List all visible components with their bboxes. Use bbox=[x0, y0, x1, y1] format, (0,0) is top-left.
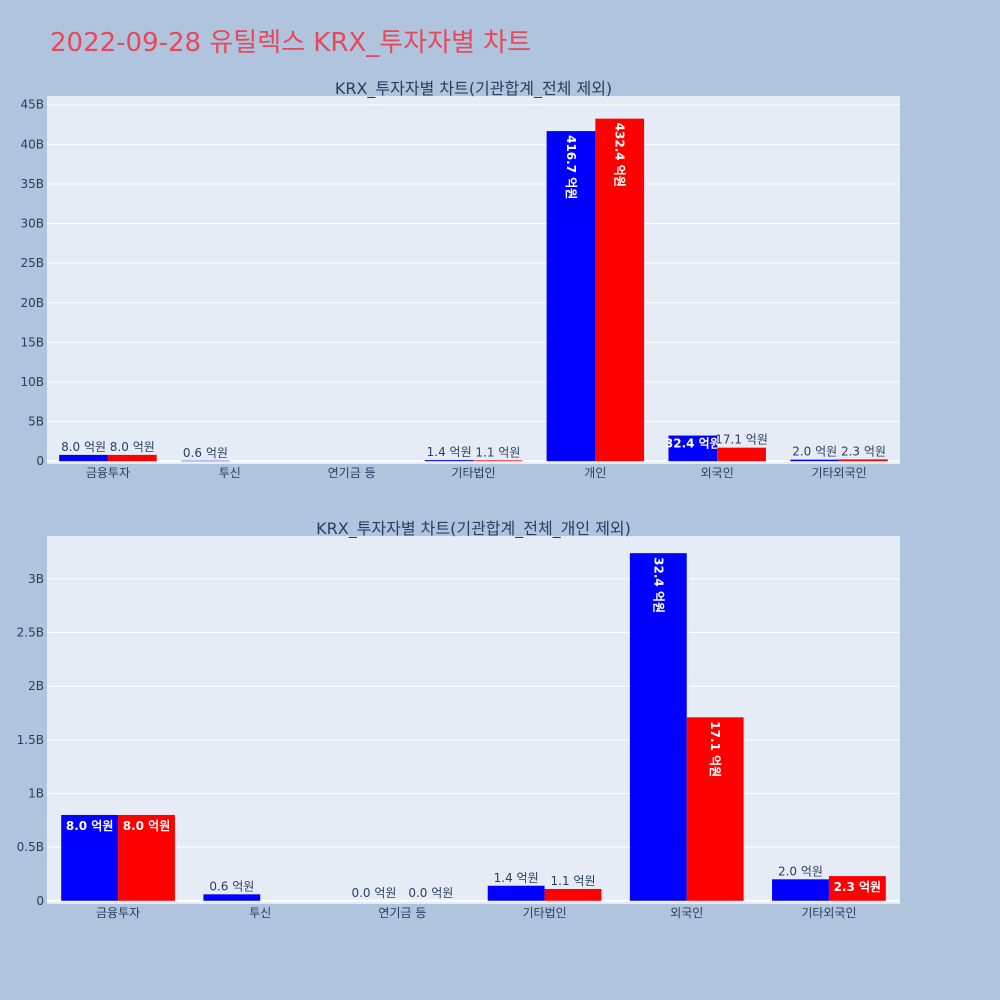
data-label: 2.3 억원 bbox=[834, 880, 882, 894]
y-tick-label: 0 bbox=[36, 454, 44, 468]
data-label: 1.1 억원 bbox=[475, 445, 520, 459]
data-label: 2.0 억원 bbox=[778, 864, 823, 878]
y-tick-label: 2.5B bbox=[17, 626, 44, 640]
bar bbox=[59, 454, 108, 462]
bar bbox=[790, 459, 840, 462]
y-tick-label: 20B bbox=[20, 296, 44, 310]
y-tick-label: 40B bbox=[20, 137, 44, 151]
x-tick-label: 기타법인 bbox=[451, 466, 495, 480]
y-tick-label: 30B bbox=[20, 217, 44, 231]
data-label: 1.1 억원 bbox=[551, 874, 596, 888]
x-tick-label: 금융투자 bbox=[96, 906, 140, 920]
bar bbox=[717, 447, 766, 462]
y-tick-label: 35B bbox=[20, 177, 44, 191]
x-tick-label: 기타법인 bbox=[522, 906, 566, 920]
bar bbox=[61, 814, 119, 901]
y-tick-label: 10B bbox=[20, 375, 44, 389]
data-label: 32.4 억원 bbox=[665, 437, 721, 451]
x-tick-label: 외국인 bbox=[701, 466, 734, 480]
data-label: 0.0 억원 bbox=[351, 886, 396, 900]
bar bbox=[203, 894, 261, 901]
x-tick-label: 개인 bbox=[584, 466, 606, 480]
x-tick-label: 금융투자 bbox=[86, 466, 130, 480]
bar bbox=[487, 885, 545, 901]
bar bbox=[839, 459, 888, 462]
x-tick-label: 외국인 bbox=[670, 906, 703, 920]
chart-bottom: 0 0.5B 1B 1.5B 2B 2.5B 3B KRX_투자자별 차트(기관합계_전체_개… bbox=[17, 519, 900, 920]
data-label: 32.4 억원 bbox=[651, 557, 665, 613]
bar bbox=[668, 435, 718, 462]
y-tick-label: 1.5B bbox=[17, 733, 44, 747]
x-tick-label: 기타외국인 bbox=[811, 466, 866, 480]
bar bbox=[828, 876, 886, 901]
data-label: 8.0 억원 bbox=[61, 440, 106, 454]
y-tick-label: 0.5B bbox=[17, 840, 44, 854]
x-tick-label: 연기금 등 bbox=[378, 906, 426, 920]
chart-subtitle: KRX_투자자별 차트(기관합계_전체_개인 제외) bbox=[316, 519, 631, 539]
x-tick-label: 투신 bbox=[219, 466, 241, 480]
data-label: 8.0 억원 bbox=[110, 440, 155, 454]
y-tick-label: 45B bbox=[20, 98, 44, 112]
bar bbox=[424, 460, 474, 462]
data-label: 2.0 억원 bbox=[792, 445, 837, 459]
data-label: 2.3 억원 bbox=[841, 444, 886, 458]
y-tick-label: 0 bbox=[36, 894, 44, 908]
bar bbox=[118, 814, 175, 901]
data-label: 0.0 억원 bbox=[408, 886, 453, 900]
data-label: 432.4 억원 bbox=[613, 123, 627, 187]
data-label: 8.0 억원 bbox=[66, 819, 114, 833]
page-title: 2022-09-28 유틸렉스 KRX_투자자별 차트 bbox=[50, 28, 532, 58]
y-tick-label: 5B bbox=[28, 415, 44, 429]
plot-area bbox=[47, 96, 900, 464]
bar bbox=[473, 460, 523, 462]
plot-area bbox=[47, 536, 900, 904]
bar bbox=[544, 888, 602, 901]
bar bbox=[107, 454, 157, 462]
y-tick-label: 2B bbox=[28, 679, 44, 693]
data-label: 1.4 억원 bbox=[427, 445, 472, 459]
data-label: 0.6 억원 bbox=[183, 446, 228, 460]
data-label: 1.4 억원 bbox=[494, 871, 539, 885]
data-label: 17.1 억원 bbox=[715, 433, 768, 447]
chart-subtitle: KRX_투자자별 차트(기관합계_전체 제외) bbox=[335, 79, 612, 99]
bar bbox=[546, 131, 596, 462]
bar bbox=[595, 118, 645, 462]
bar bbox=[629, 553, 687, 901]
data-label: 8.0 억원 bbox=[123, 819, 171, 833]
bar bbox=[686, 717, 744, 901]
x-tick-label: 투신 bbox=[249, 906, 271, 920]
bar bbox=[772, 879, 829, 901]
data-label: 416.7 억원 bbox=[564, 135, 578, 199]
y-tick-label: 1B bbox=[28, 786, 44, 800]
x-tick-label: 연기금 등 bbox=[328, 466, 376, 480]
x-tick-label: 기타외국인 bbox=[801, 906, 856, 920]
data-label: 0.6 억원 bbox=[209, 879, 254, 893]
y-tick-label: 3B bbox=[28, 572, 44, 586]
y-tick-label: 25B bbox=[20, 256, 44, 270]
chart-top: 0 5B 10B 15B 20B 25B 30B 35B 40B 45B KRX_투자자별 차트(기… bbox=[20, 79, 900, 480]
data-label: 17.1 억원 bbox=[708, 721, 722, 777]
y-tick-label: 15B bbox=[20, 335, 44, 349]
